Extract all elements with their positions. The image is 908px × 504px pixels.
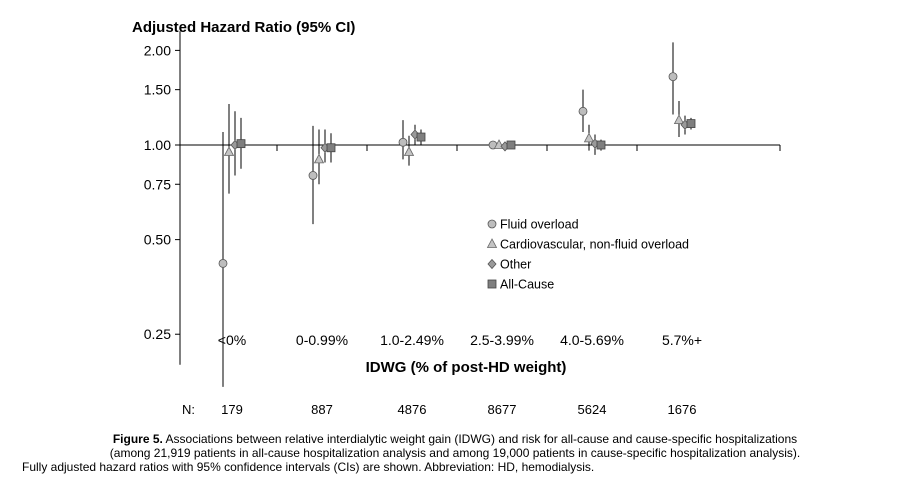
n-count: 4876 <box>398 402 427 417</box>
data-point <box>506 140 516 150</box>
figure-caption: Figure 5. Associations between relative … <box>22 432 888 474</box>
legend-marker <box>486 238 498 248</box>
data-point <box>218 259 228 268</box>
data-point <box>583 132 595 143</box>
y-axis: 0.25 0.50 0.75 1.00 1.50 2.00 <box>144 31 181 365</box>
data-point <box>416 132 426 142</box>
data-point <box>236 139 246 149</box>
caption-line2: (among 21,919 patients in all-cause hosp… <box>109 446 801 460</box>
legend-marker <box>487 258 497 270</box>
hazard-ratio-chart: Adjusted Hazard Ratio (95% CI) 0.250.500… <box>132 19 781 417</box>
data-point <box>398 137 408 147</box>
data-point <box>326 143 336 153</box>
n-label: N: <box>182 402 195 417</box>
x-tick-label: <0% <box>218 332 246 348</box>
legend-label: Cardiovascular, non-fluid overload <box>500 238 689 252</box>
data-point <box>308 171 318 180</box>
n-count: 179 <box>221 402 243 417</box>
data-point <box>403 146 415 156</box>
caption-lead: Figure 5. <box>112 432 163 446</box>
y-tick-label: 0.75 <box>144 176 171 192</box>
n-count: 8677 <box>488 402 517 417</box>
legend-label: Other <box>500 258 531 272</box>
x-tick-label: 2.5-3.99% <box>470 332 534 348</box>
chart-title: Adjusted Hazard Ratio (95% CI) <box>132 19 355 36</box>
x-tick-label: 5.7%+ <box>662 332 702 348</box>
y-tick-label: 1.50 <box>144 82 171 98</box>
legend-label: Fluid overload <box>500 218 579 232</box>
data-point <box>673 114 685 125</box>
y-tick-label: 1.00 <box>144 137 171 153</box>
y-tick-label: 2.00 <box>144 42 171 58</box>
legend-label: All-Cause <box>500 278 554 292</box>
x-axis-ticks: <0% 0-0.99% 1.0-2.49% 2.5-3.99% 4.0-5.69% 5.7… <box>218 145 781 348</box>
x-axis-label: IDWG (% of post-HD weight) <box>366 359 567 376</box>
caption-line1: Associations between relative interdialy… <box>165 432 798 446</box>
n-count: 5624 <box>578 402 607 417</box>
n-count: 887 <box>311 402 333 417</box>
data-point <box>596 140 606 150</box>
legend: Fluid overload Cardiovascular, non-fluid … <box>486 218 689 292</box>
sample-sizes: N: 179 887 4876 8677 5624 1676 <box>182 402 696 417</box>
x-tick-label: 1.0-2.49% <box>380 332 444 348</box>
x-tick-label: 4.0-5.69% <box>560 332 624 348</box>
data-marks <box>218 42 696 387</box>
y-tick-label: 0.50 <box>144 232 171 248</box>
x-tick-label: 0-0.99% <box>296 332 348 348</box>
data-point <box>668 72 678 82</box>
data-point <box>223 146 235 156</box>
legend-marker <box>487 219 497 229</box>
n-count: 1676 <box>668 402 697 417</box>
data-point <box>313 153 325 164</box>
legend-marker <box>487 279 497 289</box>
data-point <box>686 119 696 128</box>
caption-line3: Fully adjusted hazard ratios with 95% co… <box>22 460 595 474</box>
data-point <box>578 106 588 116</box>
y-tick-label: 0.25 <box>144 326 171 342</box>
